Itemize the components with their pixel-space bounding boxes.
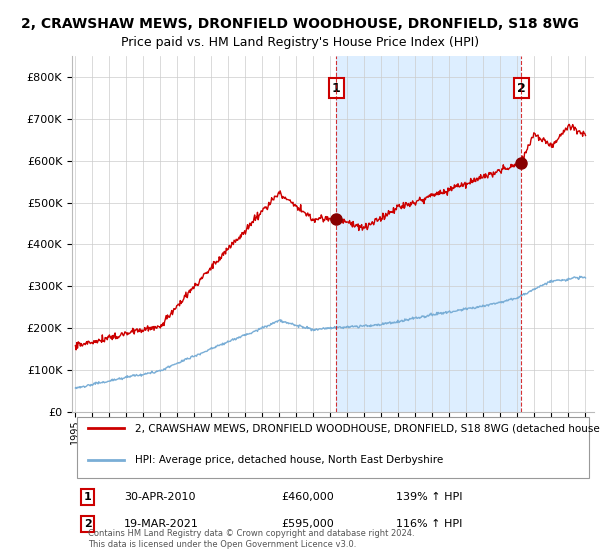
Text: Price paid vs. HM Land Registry's House Price Index (HPI): Price paid vs. HM Land Registry's House … bbox=[121, 36, 479, 49]
FancyBboxPatch shape bbox=[77, 417, 589, 478]
Text: 30-APR-2010: 30-APR-2010 bbox=[124, 492, 196, 502]
Text: 2, CRAWSHAW MEWS, DRONFIELD WOODHOUSE, DRONFIELD, S18 8WG: 2, CRAWSHAW MEWS, DRONFIELD WOODHOUSE, D… bbox=[21, 17, 579, 31]
Text: 1: 1 bbox=[84, 492, 92, 502]
Text: 2, CRAWSHAW MEWS, DRONFIELD WOODHOUSE, DRONFIELD, S18 8WG (detached house: 2, CRAWSHAW MEWS, DRONFIELD WOODHOUSE, D… bbox=[134, 423, 599, 433]
Text: HPI: Average price, detached house, North East Derbyshire: HPI: Average price, detached house, Nort… bbox=[134, 455, 443, 465]
Text: 116% ↑ HPI: 116% ↑ HPI bbox=[395, 519, 462, 529]
Text: £595,000: £595,000 bbox=[281, 519, 334, 529]
Text: £460,000: £460,000 bbox=[281, 492, 334, 502]
Text: 2: 2 bbox=[517, 82, 526, 95]
Text: 19-MAR-2021: 19-MAR-2021 bbox=[124, 519, 199, 529]
Bar bbox=[336, 56, 521, 412]
Text: Contains HM Land Registry data © Crown copyright and database right 2024.
This d: Contains HM Land Registry data © Crown c… bbox=[88, 529, 414, 549]
Text: 1: 1 bbox=[332, 82, 340, 95]
Text: 2: 2 bbox=[84, 519, 92, 529]
Text: 139% ↑ HPI: 139% ↑ HPI bbox=[395, 492, 462, 502]
